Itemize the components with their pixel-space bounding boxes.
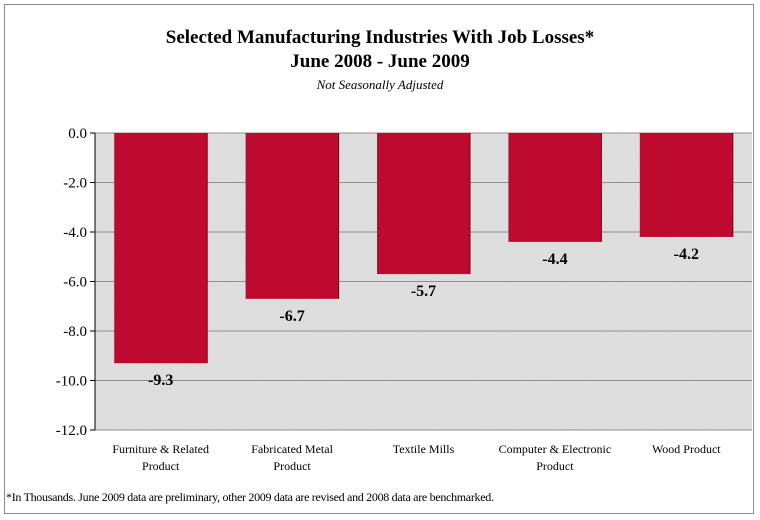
x-category-label: Computer & Electronic Product [499, 442, 612, 473]
y-tick-label: -6.0 [63, 275, 87, 291]
bar-value-label: -4.2 [674, 246, 699, 263]
y-tick-label: -4.0 [63, 225, 87, 241]
footnote: *In Thousands. June 2009 data are prelim… [6, 490, 494, 504]
bar [639, 133, 733, 237]
x-category-label-line: Wood Product [652, 442, 721, 456]
x-category-label: Fabricated Metal Product [251, 442, 333, 473]
bars [114, 133, 734, 364]
bar [114, 133, 208, 364]
bar [245, 133, 339, 299]
bar [377, 133, 470, 275]
y-tick-label: -12.0 [56, 423, 87, 439]
x-category-label-line: Product [142, 459, 180, 473]
y-tick-label: -8.0 [63, 324, 87, 340]
bar-value-labels: -9.3 -6.7 -5.7 -4.4 -4.2 [148, 246, 699, 389]
bar [508, 133, 602, 242]
y-axis: 0.0 -2.0 -4.0 -6.0 -8.0 -10.0 -12.0 [56, 126, 96, 439]
chart-subtitle: Not Seasonally Adjusted [316, 77, 444, 92]
x-category-label: Textile Mills [393, 442, 455, 456]
y-tick-label: -10.0 [56, 374, 87, 390]
bar-value-label: -5.7 [411, 283, 436, 300]
x-category-label-line: Computer & Electronic [499, 442, 612, 456]
x-category-label-line: Fabricated Metal [251, 442, 333, 456]
x-category-label-line: Product [536, 459, 574, 473]
y-tick-label: 0.0 [68, 126, 87, 142]
y-tick-label: -2.0 [63, 176, 87, 192]
x-category-label: Furniture & Related Product [112, 442, 209, 473]
bar-value-label: -6.7 [279, 308, 304, 325]
bar-value-label: -4.4 [542, 251, 567, 268]
chart-title: Selected Manufacturing Industries With J… [165, 27, 595, 48]
chart-title-period: June 2008 - June 2009 [290, 51, 470, 72]
x-category-label-line: Product [273, 459, 311, 473]
x-category-label-line: Furniture & Related [112, 442, 209, 456]
x-category-label-line: Textile Mills [393, 442, 455, 456]
bar-value-label: -9.3 [148, 372, 173, 389]
x-category-label: Wood Product [652, 442, 721, 456]
